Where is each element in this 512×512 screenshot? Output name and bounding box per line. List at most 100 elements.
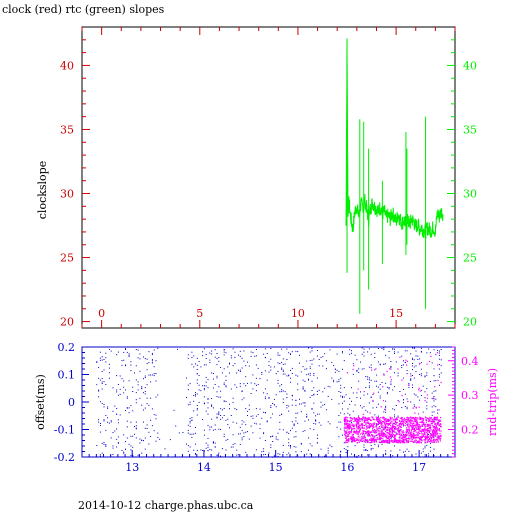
offset-point: [370, 353, 372, 355]
rndtrip-point: [416, 432, 419, 434]
offset-point: [320, 424, 322, 426]
rndtrip-point: [371, 441, 373, 443]
rndtrip-point: [427, 424, 429, 426]
rndtrip-point: [439, 440, 441, 442]
offset-point: [433, 411, 435, 413]
offset-point: [139, 370, 141, 372]
rndtrip-point: [401, 379, 403, 381]
rndtrip-point: [431, 430, 434, 432]
rndtrip-point: [348, 432, 350, 435]
rndtrip-point: [348, 428, 350, 430]
rndtrip-point: [355, 419, 357, 421]
top-y-tick-label-left: 25: [60, 252, 74, 265]
rndtrip-point: [373, 441, 375, 443]
offset-point: [232, 421, 234, 423]
offset-point: [377, 446, 379, 448]
rndtrip-point: [365, 423, 367, 425]
rndtrip-point: [423, 430, 425, 432]
offset-point: [241, 423, 243, 425]
offset-point: [178, 432, 180, 434]
offset-point: [297, 351, 299, 353]
rndtrip-point: [352, 437, 354, 439]
offset-point: [155, 373, 157, 374]
rndtrip-point: [402, 421, 404, 423]
rndtrip-point: [388, 432, 391, 434]
offset-point: [279, 385, 281, 387]
rndtrip-point: [415, 425, 417, 427]
rndtrip-point: [412, 428, 414, 430]
offset-point: [437, 412, 439, 414]
rndtrip-point: [386, 440, 389, 442]
rndtrip-point: [425, 442, 427, 444]
offset-point: [415, 350, 417, 352]
offset-point: [403, 377, 404, 379]
offset-point: [336, 426, 338, 428]
rndtrip-point: [366, 432, 368, 434]
rndtrip-point: [394, 421, 396, 423]
offset-point: [220, 418, 222, 420]
offset-point: [368, 402, 370, 404]
offset-point: [300, 371, 302, 373]
offset-point: [196, 357, 198, 359]
rndtrip-point: [369, 419, 372, 422]
rndtrip-point: [438, 409, 440, 411]
offset-point: [134, 426, 135, 427]
rndtrip-point: [381, 441, 383, 443]
rndtrip-point: [434, 434, 436, 437]
offset-point: [110, 350, 112, 352]
offset-point: [352, 410, 354, 412]
offset-point: [343, 413, 345, 415]
offset-point: [340, 384, 342, 386]
rndtrip-point: [357, 436, 359, 438]
offset-point: [259, 378, 261, 380]
rndtrip-point: [427, 434, 429, 436]
offset-point: [263, 433, 265, 435]
offset-point: [146, 358, 148, 360]
rndtrip-point: [345, 432, 347, 434]
rndtrip-point: [411, 438, 413, 440]
offset-point: [209, 429, 211, 431]
offset-point: [440, 372, 442, 374]
rndtrip-point: [424, 434, 426, 436]
top-y-tick-label-right: 25: [463, 252, 477, 265]
rndtrip-point: [416, 437, 418, 439]
offset-point: [334, 371, 336, 373]
offset-point: [270, 444, 272, 446]
rndtrip-point: [363, 417, 365, 419]
rndtrip-point: [416, 421, 418, 423]
offset-point: [385, 454, 387, 455]
offset-point: [264, 370, 266, 372]
offset-point: [207, 398, 209, 400]
rndtrip-point: [355, 423, 357, 425]
rndtrip-point: [350, 432, 352, 434]
offset-point: [153, 414, 155, 416]
offset-point: [363, 449, 365, 451]
rndtrip-point: [414, 418, 417, 420]
rndtrip-point: [407, 416, 409, 418]
offset-point: [363, 368, 365, 370]
offset-point: [146, 428, 148, 429]
rndtrip-point: [372, 434, 374, 436]
rndtrip-point: [351, 434, 353, 436]
offset-point: [426, 374, 428, 376]
offset-point: [406, 373, 408, 375]
rndtrip-point: [416, 434, 418, 436]
offset-point: [340, 428, 342, 430]
rndtrip-point: [431, 433, 433, 436]
rndtrip-point: [343, 427, 345, 429]
offset-point: [141, 388, 143, 390]
rndtrip-point: [348, 435, 350, 437]
rndtrip-point: [362, 416, 364, 418]
offset-point: [368, 385, 370, 387]
rndtrip-point: [402, 436, 404, 438]
rndtrip-point: [398, 440, 400, 442]
rndtrip-point: [425, 426, 427, 428]
rndtrip-point: [435, 429, 437, 432]
offset-point: [415, 365, 417, 367]
offset-point: [420, 375, 422, 377]
rndtrip-point: [436, 430, 438, 432]
rndtrip-point: [395, 422, 398, 424]
offset-point: [374, 352, 376, 354]
rndtrip-point: [344, 419, 346, 421]
